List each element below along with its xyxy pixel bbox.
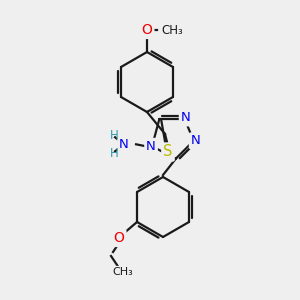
Text: S: S bbox=[163, 145, 173, 160]
Text: CH₃: CH₃ bbox=[112, 267, 134, 277]
Text: H: H bbox=[110, 129, 118, 142]
Text: N: N bbox=[119, 138, 129, 151]
Text: N: N bbox=[191, 134, 200, 147]
Text: N: N bbox=[146, 140, 156, 153]
Text: O: O bbox=[142, 23, 152, 37]
Text: O: O bbox=[114, 231, 124, 245]
Text: H: H bbox=[110, 147, 118, 160]
Text: N: N bbox=[181, 112, 190, 124]
Text: CH₃: CH₃ bbox=[161, 23, 183, 37]
